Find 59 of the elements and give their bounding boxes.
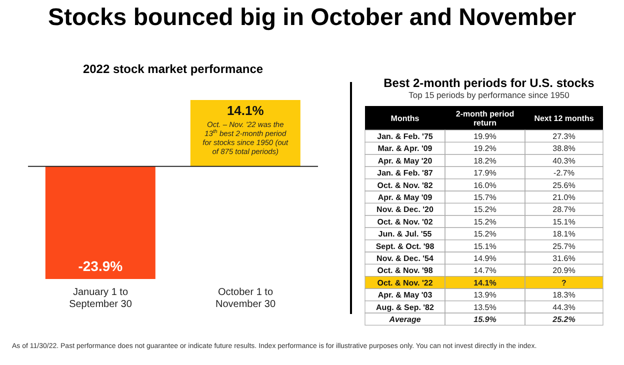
data-label: 15.7% [474, 193, 496, 202]
chart-title: Best 2-month periods for U.S. stocks [382, 76, 596, 90]
chart-subtitle: Top 15 periods by performance since 1950 [408, 90, 570, 100]
y-tick-label: Jan. & Feb. '87 [377, 168, 434, 178]
y-tick-label: Jun. & Jul. '55 [378, 230, 432, 239]
y-tick-label: Apr. & May '03 [378, 290, 433, 300]
y-tick-label: Oct. & Nov. '98 [377, 266, 434, 276]
data-label: 25.2% [552, 315, 576, 324]
y-tick-label: Apr. & May '20 [378, 156, 433, 166]
y-tick-label: Nov. & Dec. '54 [376, 254, 434, 263]
y-tick-label: Oct. & Nov. '22 [377, 278, 434, 288]
y-tick-label: Average [388, 315, 422, 324]
y-axis-title: Months [390, 114, 420, 123]
data-label: 14.7% [474, 266, 496, 276]
data-label: 18.3% [552, 290, 576, 300]
data-label: 18.1% [552, 230, 576, 239]
x-tick-label: October 1 to November 30 [215, 287, 276, 310]
data-label: 15.1% [552, 217, 576, 226]
data-label: 20.9% [552, 266, 576, 276]
data-label: 27.3% [552, 132, 576, 141]
y-tick-label: Mar. & Apr. '09 [378, 144, 433, 154]
data-label: 15.2% [474, 217, 496, 226]
data-label: 13.9% [474, 290, 496, 300]
data-label: 44.3% [552, 302, 576, 312]
y-tick-label: Nov. & Dec. '20 [376, 205, 434, 214]
x-tick-label: January 1 to September 30 [69, 287, 132, 310]
data-label: 21.0% [552, 193, 576, 202]
y-tick-label: Apr. & May '09 [378, 193, 433, 202]
data-label: 31.6% [552, 254, 576, 263]
x-tick-label: 2-month period return [456, 110, 514, 128]
data-label: 38.8% [552, 144, 576, 154]
data-label: 28.7% [552, 205, 576, 214]
y-tick-label: Oct. & Nov. '82 [377, 180, 434, 190]
y-tick-label: Sept. & Oct. '98 [376, 242, 435, 251]
data-label: 19.2% [474, 144, 496, 154]
data-label: 16.0% [474, 180, 496, 190]
data-label: 15.2% [474, 205, 496, 214]
data-label: 25.6% [552, 180, 576, 190]
data-label: 13.5% [474, 302, 496, 312]
data-label: -23.9% [78, 258, 124, 274]
data-label: 19.9% [474, 132, 496, 141]
data-label: 14.1% [474, 278, 496, 288]
chart-title: Stocks bounced big in October and November [46, 4, 578, 32]
y-tick-label: Oct. & Nov. '02 [377, 217, 434, 226]
x-tick-label: Next 12 months [534, 114, 594, 123]
data-label: -2.7% [554, 168, 574, 178]
data-label: 17.9% [474, 168, 496, 178]
text: ? [562, 278, 566, 288]
data-label: 14.9% [474, 254, 496, 263]
data-label: 14.1% [226, 103, 264, 118]
data-label: 15.2% [474, 230, 496, 239]
data-label: 15.9% [474, 315, 496, 324]
chart-subtitle: 2022 stock market performance [82, 62, 264, 78]
data-label: 15.1% [474, 242, 496, 251]
y-tick-label: Aug. & Sep. '82 [376, 302, 435, 312]
data-label: 18.2% [474, 156, 496, 166]
data-label: 40.3% [552, 156, 576, 166]
data-label: 25.7% [552, 242, 576, 251]
y-tick-label: Jan. & Feb. '75 [377, 132, 434, 141]
